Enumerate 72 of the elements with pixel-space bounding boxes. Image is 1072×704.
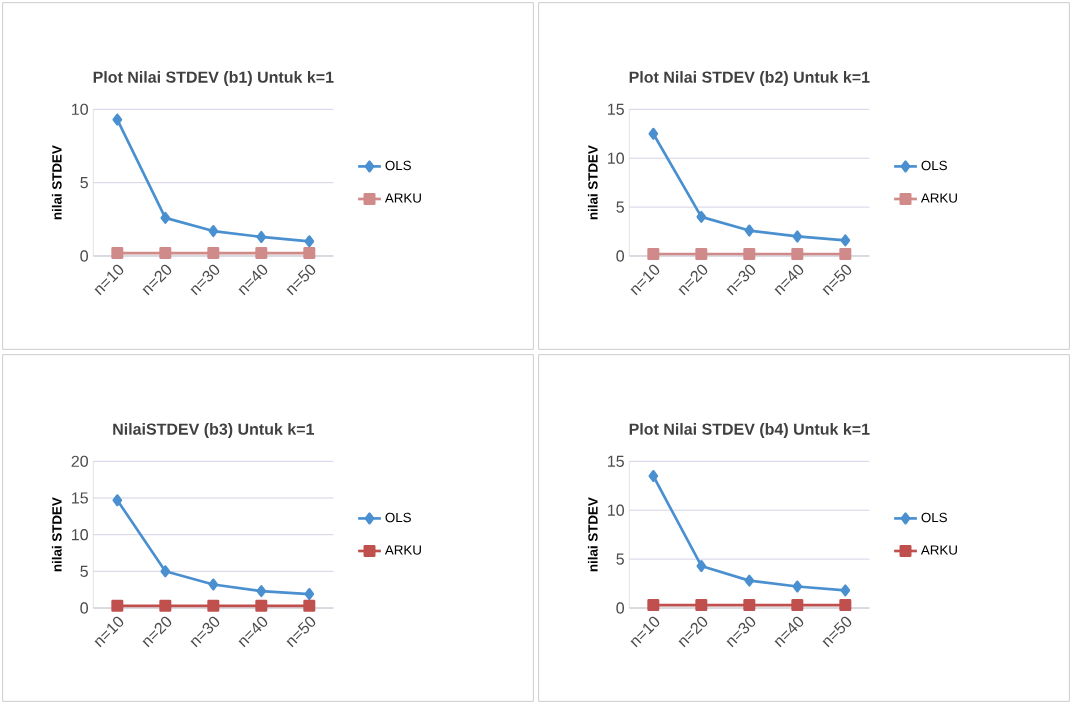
point [648,127,659,140]
chart-title: NilaiSTDEV (b3) Untuk k=1 [113,423,314,438]
y-tick-label: 0 [616,250,625,262]
legend-label: ARKU [920,545,957,555]
legend-label: OLS [385,512,411,523]
y-tick-label: 0 [80,250,89,262]
y-tick-label: 10 [608,152,625,164]
point [303,599,316,612]
point [839,248,852,261]
point [304,588,315,601]
point [791,599,804,612]
legend-label: ARKU [920,193,957,203]
y-tick-label: 5 [616,553,624,565]
y-axis-title: nilai STDEV [51,497,62,572]
point [159,599,172,612]
y-tick-label: 10 [608,504,625,516]
point [207,247,220,260]
point [112,113,123,126]
legend-label: OLS [385,160,411,171]
legend-label: ARKU [384,545,421,555]
point [695,599,708,612]
y-tick-label: 0 [80,602,89,614]
point [647,599,660,612]
point [792,230,803,243]
chart-title: Plot Nilai STDEV (b1) Untuk k=1 [93,71,334,86]
y-tick-label: 15 [608,103,624,115]
y-axis-title: nilai STDEV [587,497,598,572]
point [208,578,219,591]
legend-label: OLS [921,512,947,523]
point [160,211,171,224]
point [256,585,267,598]
point [696,559,707,572]
point [743,248,756,261]
point [696,210,707,223]
point [256,230,267,243]
point [111,599,124,612]
point [159,247,172,260]
point [208,225,219,238]
point [743,599,756,612]
point [112,494,123,507]
point [839,599,852,612]
y-tick-label: 15 [608,455,624,467]
y-tick-label: 0 [616,602,625,614]
point [255,247,268,260]
y-tick-label: 5 [616,201,624,213]
point [160,565,171,578]
legend-label: OLS [921,160,947,171]
chart-title: Plot Nilai STDEV (b2) Untuk k=1 [629,71,870,86]
point [647,248,660,261]
point [648,470,659,483]
point [840,234,851,247]
y-tick-label: 15 [72,492,88,504]
point [303,247,316,260]
point [744,574,755,587]
legend-label: ARKU [384,193,421,203]
point [792,580,803,593]
point [304,235,315,248]
y-tick-label: 5 [80,177,88,189]
point [791,248,804,261]
point [744,224,755,237]
point [255,599,268,612]
chart-title: Plot Nilai STDEV (b4) Untuk k=1 [629,423,870,438]
y-tick-label: 20 [71,455,88,467]
point [840,584,851,597]
y-tick-label: 10 [72,529,88,541]
y-tick-label: 5 [80,565,88,577]
point [207,599,220,612]
y-axis-title: nilai STDEV [51,145,62,220]
y-axis-title: nilai STDEV [587,145,598,220]
y-tick-label: 10 [72,103,88,115]
point [695,248,708,261]
point [111,247,124,260]
